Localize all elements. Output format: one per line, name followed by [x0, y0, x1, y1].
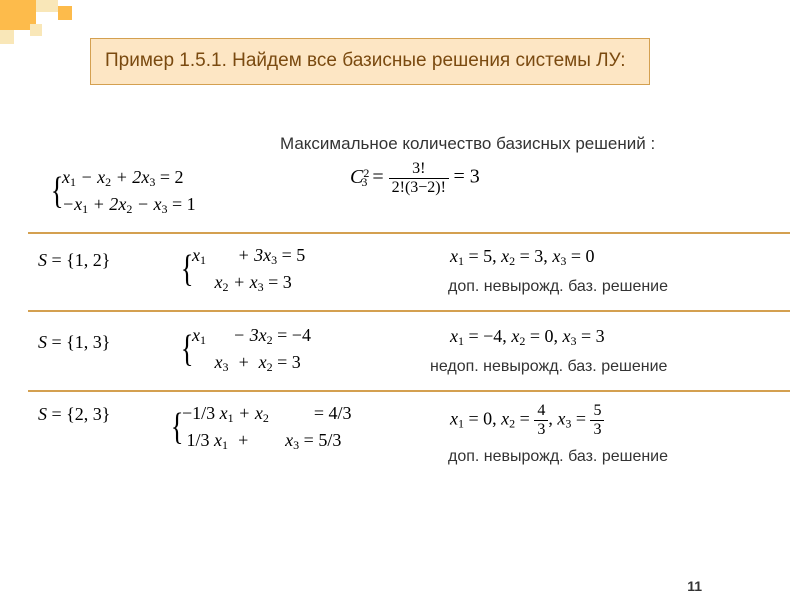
system-2: x1 − 3x2 = −4 x3 + x2 = 3 — [180, 322, 311, 376]
note-2: недоп. невырожд. баз. решение — [430, 358, 667, 376]
system-3: −1/3 x1 + x2 = 4/3 1/3 x1 + x3 = 5/3 — [170, 400, 351, 454]
comb-sub: 3 — [361, 175, 367, 189]
note-1: доп. невырожд. баз. решение — [448, 278, 668, 296]
basis-set-1: S = {1, 2} — [38, 250, 110, 271]
sol3-frac2-d: 3 — [590, 421, 604, 439]
solution-3: x1 = 0, x2 = 43, x3 = 53 — [450, 402, 604, 439]
divider-3 — [28, 390, 790, 392]
example-title-box: Пример 1.5.1. Найдем все базисные решени… — [90, 38, 650, 85]
solution-2: x1 = −4, x2 = 0, x3 = 3 — [450, 326, 605, 349]
max-solutions-label: Максимальное количество базисных решений… — [280, 134, 655, 154]
comb-result: = 3 — [453, 166, 479, 188]
basis-set-3: S = {2, 3} — [38, 404, 110, 425]
divider-2 — [28, 310, 790, 312]
comb-den: 2!(3−2)! — [389, 179, 449, 197]
example-text: Найдем все базисные решения системы ЛУ: — [227, 50, 626, 71]
sol3-frac1-n: 4 — [534, 402, 548, 421]
basis-set-2: S = {1, 3} — [38, 332, 110, 353]
combination-formula: C23 = 3!2!(3−2)! = 3 — [350, 160, 480, 197]
note-3: доп. невырожд. баз. решение — [448, 448, 668, 466]
sol3-frac1-d: 3 — [534, 421, 548, 439]
system-1: x1 + 3x3 = 5 x2 + x3 = 3 — [180, 242, 305, 296]
sol3-frac2-n: 5 — [590, 402, 604, 421]
comb-num: 3! — [389, 160, 449, 179]
page-number: 11 — [687, 578, 702, 594]
main-system: x1 − x2 + 2x3 = 2 −x1 + 2x2 − x3 = 1 — [50, 164, 196, 218]
example-number: Пример 1.5.1. — [105, 50, 227, 71]
divider-1 — [28, 232, 790, 234]
solution-1: x1 = 5, x2 = 3, x3 = 0 — [450, 246, 594, 269]
